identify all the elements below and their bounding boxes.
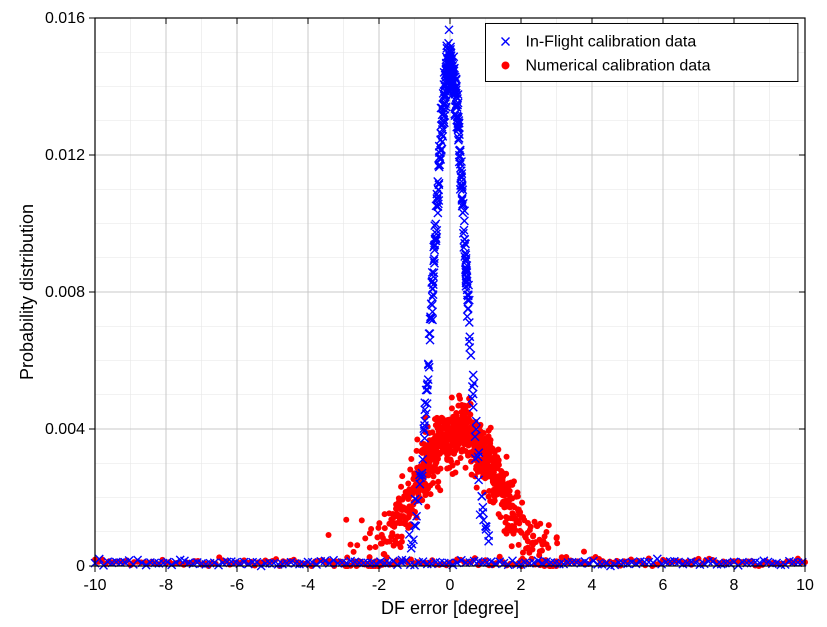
x-tick-label: 6	[659, 577, 668, 594]
x-tick-label: -10	[83, 577, 106, 594]
y-tick-label: 0	[76, 558, 85, 575]
y-axis-label: Probability distribution	[17, 204, 37, 380]
legend-label: Numerical calibration data	[526, 57, 711, 74]
x-tick-label: 8	[730, 577, 739, 594]
x-tick-label: 4	[588, 577, 597, 594]
x-tick-label: 10	[796, 577, 814, 594]
probability-distribution-chart: -10 -8 -6 -4 -2 0 2 4 6 8 10 0 0.004 0.008 0.012 0.016 D…	[0, 0, 827, 627]
x-tick-label: -4	[301, 577, 315, 594]
y-tick-label: 0.016	[45, 10, 85, 27]
x-tick-label: 0	[446, 577, 455, 594]
legend: In-Flight calibration data Numerical cali…	[486, 23, 798, 81]
x-axis-label: DF error [degree]	[381, 598, 519, 618]
legend-label: In-Flight calibration data	[526, 33, 697, 50]
y-tick-label: 0.012	[45, 147, 85, 164]
x-tick-label: 2	[517, 577, 526, 594]
x-tick-label: -6	[230, 577, 244, 594]
y-tick-label: 0.008	[45, 284, 85, 301]
x-tick-label: -2	[372, 577, 386, 594]
y-tick-label: 0.004	[45, 421, 85, 438]
x-tick-label: -8	[159, 577, 173, 594]
